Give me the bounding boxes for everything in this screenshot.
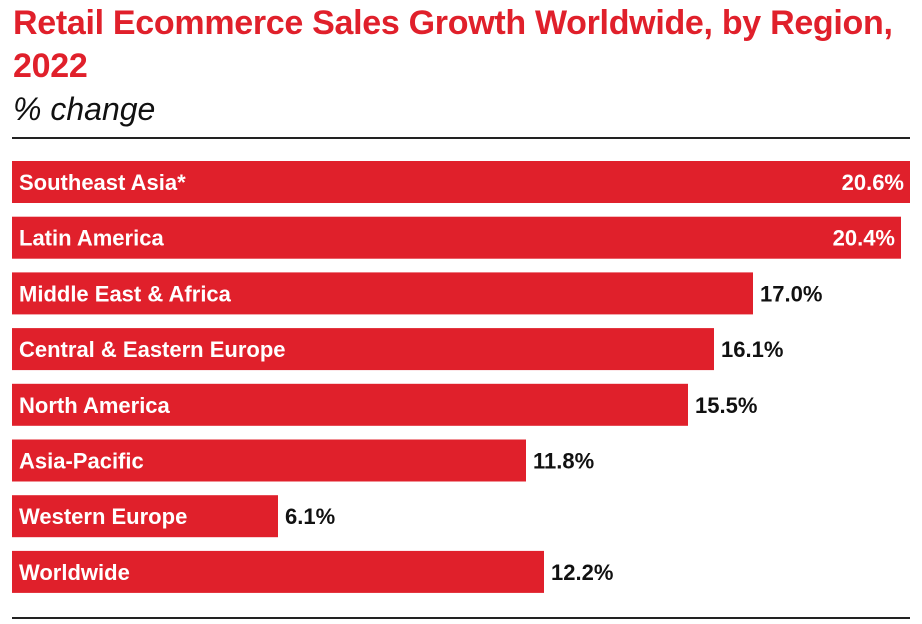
value-label-southeast-asia: 20.6% [842,170,904,195]
category-label-southeast-asia: Southeast Asia* [19,170,186,195]
value-label-latin-america: 20.4% [833,226,895,251]
bottom-divider [12,617,910,619]
bar-latin-america [12,216,901,259]
value-label-western-europe: 6.1% [285,504,335,529]
chart-subtitle: % change [13,91,156,127]
bar-western-europe [12,495,278,538]
category-label-middle-east-africa: Middle East & Africa [19,281,232,306]
value-label-asia-pacific: 11.8% [533,449,594,474]
category-label-asia-pacific: Asia-Pacific [19,449,144,474]
bar-southeast-asia [12,161,910,203]
value-label-middle-east-africa: 17.0% [760,281,822,306]
value-label-central-eastern-europe: 16.1% [721,337,783,362]
top-divider [12,137,910,139]
category-label-western-europe: Western Europe [19,504,187,529]
value-label-worldwide: 12.2% [551,560,613,585]
bar-asia-pacific [12,439,526,482]
bar-worldwide [12,550,544,593]
bar-north-america [12,383,688,426]
chart-title: Retail Ecommerce Sales Growth Worldwide,… [13,4,893,85]
category-label-worldwide: Worldwide [19,560,130,585]
bar-middle-east-africa [12,272,753,315]
category-label-latin-america: Latin America [19,226,164,251]
value-label-north-america: 15.5% [695,393,757,418]
category-label-central-eastern-europe: Central & Eastern Europe [19,337,286,362]
category-label-north-america: North America [19,393,171,418]
bar-central-eastern-europe [12,328,714,371]
